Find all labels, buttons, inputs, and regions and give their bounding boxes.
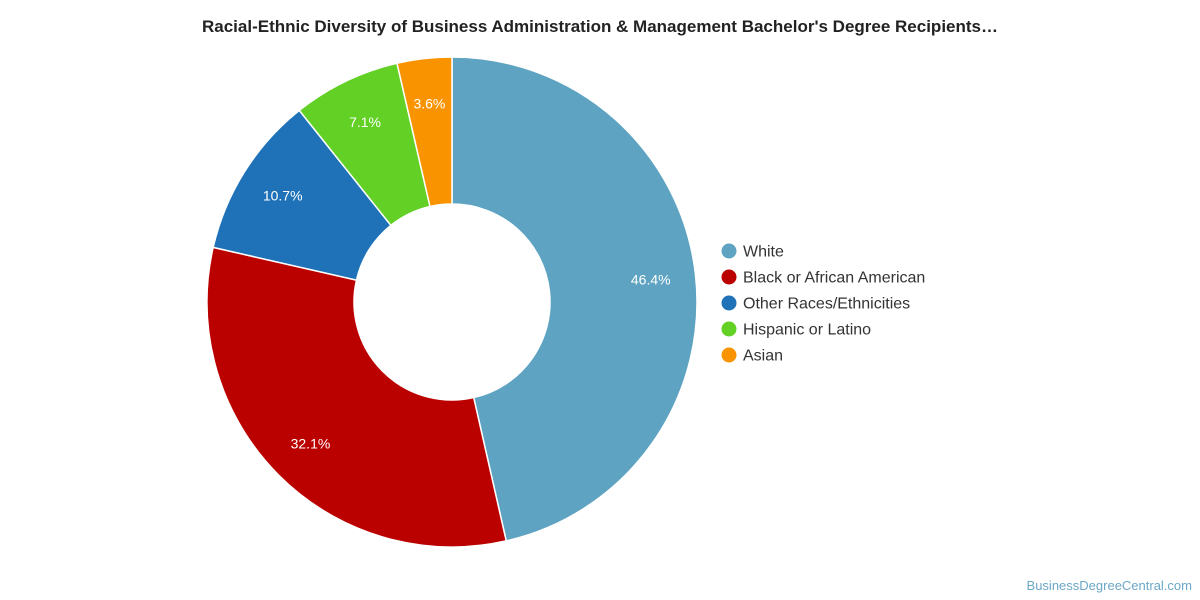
legend-item-asian[interactable]: Asian <box>743 348 783 365</box>
chart-title: Racial-Ethnic Diversity of Business Admi… <box>201 17 998 36</box>
source-credit[interactable]: BusinessDegreeCentral.com <box>1026 578 1192 593</box>
slice-label-black-or-african-american: 32.1% <box>291 435 331 451</box>
legend-swatch-other-races-ethnicities <box>721 295 737 311</box>
slice-labels: 46.4% 32.1% 10.7% 7.1% 3.6% <box>263 95 671 451</box>
legend-swatch-white <box>721 243 737 259</box>
slice-label-other-races-ethnicities: 10.7% <box>263 188 303 204</box>
slice-label-hispanic-or-latino: 7.1% <box>349 114 381 130</box>
legend-swatch-black-or-african-american <box>721 269 737 285</box>
slice-label-white: 46.4% <box>631 272 671 288</box>
chart-legend: White Black or African American Other Race… <box>721 243 925 365</box>
legend-item-hispanic-or-latino[interactable]: Hispanic or Latino <box>743 322 871 339</box>
legend-item-other-races-ethnicities[interactable]: Other Races/Ethnicities <box>743 296 910 313</box>
slice-label-asian: 3.6% <box>413 95 445 111</box>
legend-swatch-hispanic-or-latino <box>721 321 737 337</box>
slice-black-or-african-american[interactable] <box>206 246 508 548</box>
slice-asian[interactable] <box>396 56 453 208</box>
legend-swatch-asian <box>721 347 737 363</box>
legend-item-black-or-african-american[interactable]: Black or African American <box>743 270 925 287</box>
donut-slices <box>206 56 698 548</box>
slice-white[interactable] <box>451 56 698 542</box>
slice-other-races-ethnicities[interactable] <box>212 109 392 282</box>
legend-item-white[interactable]: White <box>743 244 784 261</box>
